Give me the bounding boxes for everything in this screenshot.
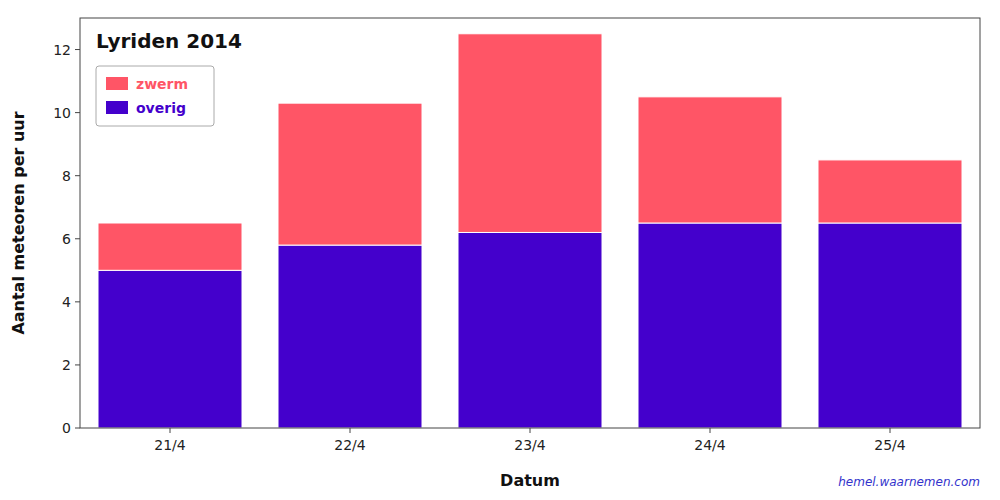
bar-series [98, 34, 962, 271]
y-tick-label: 0 [62, 420, 71, 436]
x-axis: 21/4 22/4 23/4 24/4 25/4 [154, 428, 906, 453]
y-tick [75, 364, 80, 365]
y-tick [75, 238, 80, 239]
bar [638, 97, 782, 223]
plot-frame [80, 18, 980, 428]
y-tick-label: 12 [53, 42, 71, 58]
x-tick-label: 22/4 [334, 437, 366, 453]
bar [98, 223, 242, 270]
y-tick-label: 10 [53, 105, 71, 121]
y-tick-label: 4 [62, 294, 71, 310]
y-tick [75, 428, 80, 429]
chart-svg: 0 2 4 6 8 10 12 21/4 22/4 23/4 24/4 25/4 Datum Aantal… [0, 0, 1000, 500]
y-axis-label: Aantal meteoren per uur [9, 111, 28, 334]
y-tick-label: 8 [62, 168, 71, 184]
y-tick-label: 2 [62, 357, 71, 373]
legend: zwerm overig [96, 66, 214, 126]
x-tick [890, 428, 891, 433]
x-tick-label: 21/4 [154, 437, 186, 453]
x-axis-label: Datum [500, 471, 560, 490]
bar [278, 103, 422, 245]
bar [818, 160, 962, 223]
x-tick [530, 428, 531, 433]
y-tick [75, 49, 80, 50]
x-tick [350, 428, 351, 433]
page: {"chart_data": {"type": "bar", "stacked"… [0, 0, 1000, 500]
y-tick [75, 301, 80, 302]
legend-box [96, 66, 214, 126]
bar [638, 223, 782, 428]
legend-swatch [106, 101, 128, 114]
bar [458, 34, 602, 233]
x-tick [710, 428, 711, 433]
bar [98, 270, 242, 428]
bars [98, 34, 962, 428]
legend-label: overig [136, 100, 186, 116]
bar [278, 245, 422, 428]
x-tick-label: 23/4 [514, 437, 546, 453]
legend-swatch [106, 77, 128, 90]
bar-series [98, 223, 962, 428]
y-tick [75, 175, 80, 176]
y-axis: 0 2 4 6 8 10 12 [53, 42, 80, 436]
y-tick [75, 112, 80, 113]
title: Lyriden 2014 [96, 29, 242, 53]
bar [818, 223, 962, 428]
watermark: hemel.waarnemen.com [838, 475, 980, 489]
x-tick-label: 25/4 [874, 437, 906, 453]
bar [458, 232, 602, 428]
legend-label: zwerm [136, 76, 188, 92]
y-tick-label: 6 [62, 231, 71, 247]
chart-container: 0 2 4 6 8 10 12 21/4 22/4 23/4 24/4 25/4 Datum Aantal… [0, 0, 1000, 500]
x-tick-label: 24/4 [694, 437, 726, 453]
x-tick [170, 428, 171, 433]
